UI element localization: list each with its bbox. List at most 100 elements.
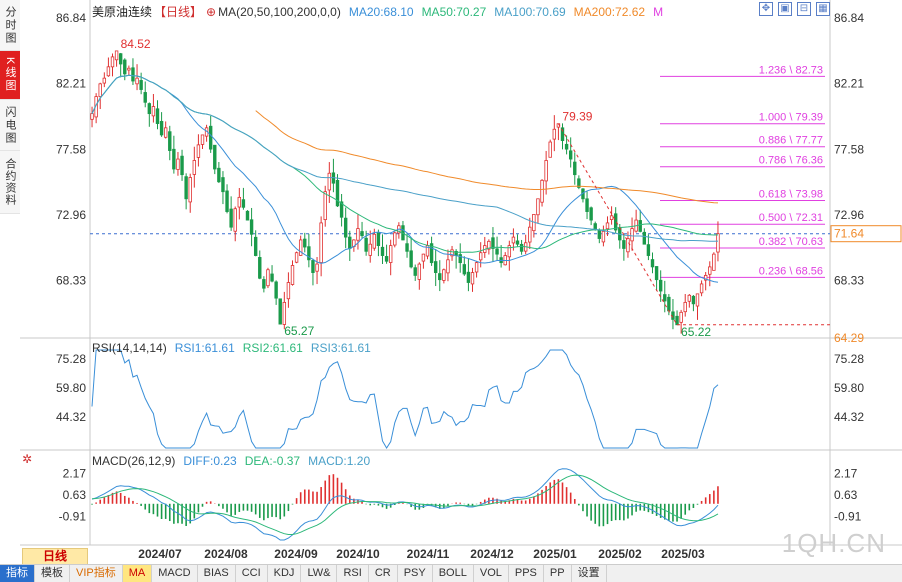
x-label-4: 2024/11 [407, 547, 450, 561]
watermark: 1QH.CN [781, 528, 886, 558]
bottom-tab-14[interactable]: PPS [509, 565, 544, 582]
candle-body-127 [609, 215, 614, 220]
candle-body-45 [274, 281, 278, 299]
bottom-tab-9[interactable]: RSI [337, 565, 369, 582]
candle-body-141 [667, 296, 671, 312]
candle-body-92 [466, 271, 471, 283]
candle-body-51 [298, 239, 303, 256]
ma100-value: MA100:70.69 [494, 4, 566, 19]
bottom-tab-6[interactable]: CCI [236, 565, 268, 582]
zoom-out-icon[interactable]: ⊟ [797, 2, 811, 16]
candle-body-79 [413, 267, 417, 276]
move-icon[interactable]: ✥ [759, 2, 773, 16]
rsi-tick-right-2: 44.32 [834, 410, 864, 424]
period-selector[interactable]: 日线 [22, 548, 88, 565]
candle-body-52 [303, 238, 307, 248]
zoom-in-icon[interactable]: ▣ [778, 2, 792, 16]
bottom-tab-3[interactable]: MA [122, 565, 153, 582]
rsi2-value: RSI2:61.61 [242, 341, 303, 355]
settings-icon[interactable]: ▦ [816, 2, 830, 16]
candle-body-36 [237, 196, 242, 208]
bottom-tab-11[interactable]: PSY [398, 565, 433, 582]
y-tick-left-1: 82.21 [56, 77, 86, 91]
candle-body-58 [327, 172, 332, 191]
tab-lightning[interactable]: 闪电图 [0, 100, 20, 151]
candle-body-146 [687, 294, 692, 302]
main-legend: 美原油连续 【日线】 ⊕ MA(20,50,100,200,0,0) MA20:… [92, 3, 663, 20]
macd-legend: MACD(26,12,9) DIFF:0.23 DEA:-0.37 MACD:1… [92, 454, 370, 468]
candle-body-148 [695, 293, 700, 307]
candle-body-140 [663, 294, 667, 302]
candle-body-26 [196, 144, 201, 158]
candle-body-78 [409, 250, 413, 268]
swing-label-0: 84.52 [121, 37, 151, 51]
candle-body-132 [630, 228, 634, 242]
tab-kline[interactable]: K线图 [0, 51, 20, 100]
fib-label-0: 1.236 \ 82.73 [759, 64, 823, 76]
candle-body-10 [131, 67, 135, 82]
tab-contract-info[interactable]: 合约资料 [0, 151, 20, 214]
macd-tick-right-1: 0.63 [834, 488, 858, 502]
candle-body-27 [200, 134, 205, 145]
chart-toolbar: ✥ ▣ ⊟ ▦ [759, 2, 830, 16]
candle-body-145 [683, 301, 687, 313]
candle-body-103 [511, 236, 516, 244]
candle-body-6 [114, 50, 119, 61]
candle-body-41 [258, 257, 262, 279]
add-indicator-icon[interactable]: ⊕ [206, 4, 217, 19]
candle-body-17 [159, 120, 164, 136]
bottom-tab-8[interactable]: LW& [301, 565, 338, 582]
y-tick-right-2: 77.58 [834, 142, 864, 156]
bottom-tab-5[interactable]: BIAS [198, 565, 236, 582]
bottom-tab-16[interactable]: 设置 [572, 565, 607, 582]
bottom-tab-7[interactable]: KDJ [268, 565, 302, 582]
candle-body-81 [421, 253, 426, 262]
fib-label-1: 1.000 \ 79.39 [759, 112, 823, 124]
candle-body-152 [712, 253, 716, 271]
macd-settings-icon[interactable]: ✲ [22, 452, 33, 466]
bottom-tab-4[interactable]: MACD [152, 565, 198, 582]
candle-body-99 [495, 248, 499, 255]
rsi-legend: RSI(14,14,14) RSI1:61.61 RSI2:61.61 RSI3… [92, 341, 371, 355]
candle-body-130 [622, 240, 626, 249]
macd-tick-right-0: 2.17 [834, 467, 858, 481]
candle-body-118 [573, 161, 577, 176]
bottom-tab-13[interactable]: VOL [474, 565, 509, 582]
macd-tick-left-0: 2.17 [63, 467, 87, 481]
bottom-tab-0[interactable]: 指标 [0, 565, 35, 582]
candle-body-49 [290, 265, 295, 285]
fib-label-6: 0.382 \ 70.63 [759, 236, 823, 248]
candle-body-115 [560, 127, 565, 142]
candle-body-12 [139, 80, 143, 90]
bottom-tab-12[interactable]: BOLL [433, 565, 474, 582]
bottom-tab-10[interactable]: CR [369, 565, 398, 582]
bottom-tab-1[interactable]: 模板 [35, 565, 70, 582]
candle-body-102 [507, 245, 512, 258]
tab-timeshare[interactable]: 分时图 [0, 0, 20, 51]
ma-spec: MA(20,50,100,200,0,0) [218, 4, 341, 19]
last-price-label: 71.64 [834, 227, 864, 241]
candle-body-14 [147, 103, 152, 115]
candle-body-121 [585, 198, 589, 212]
candle-body-19 [168, 131, 172, 151]
candle-body-34 [229, 208, 233, 228]
x-label-0: 2024/07 [138, 547, 182, 561]
candle-body-149 [699, 283, 704, 294]
candle-body-111 [544, 160, 548, 182]
candle-body-125 [601, 231, 606, 243]
ma50-line [91, 74, 719, 253]
candle-body-105 [519, 243, 524, 252]
candle-body-43 [266, 269, 270, 287]
candle-body-86 [442, 269, 446, 281]
candle-body-56 [319, 222, 323, 263]
bottom-tab-15[interactable]: PP [544, 565, 572, 582]
macd-dea-line [91, 474, 719, 535]
candle-body-117 [568, 150, 573, 160]
macd-tick-right-2: -0.91 [834, 509, 862, 523]
fib-label-4: 0.618 \ 73.98 [759, 188, 823, 200]
candle-body-5 [110, 56, 115, 68]
bottom-tab-2[interactable]: VIP指标 [70, 565, 123, 582]
candle-body-32 [221, 177, 225, 193]
